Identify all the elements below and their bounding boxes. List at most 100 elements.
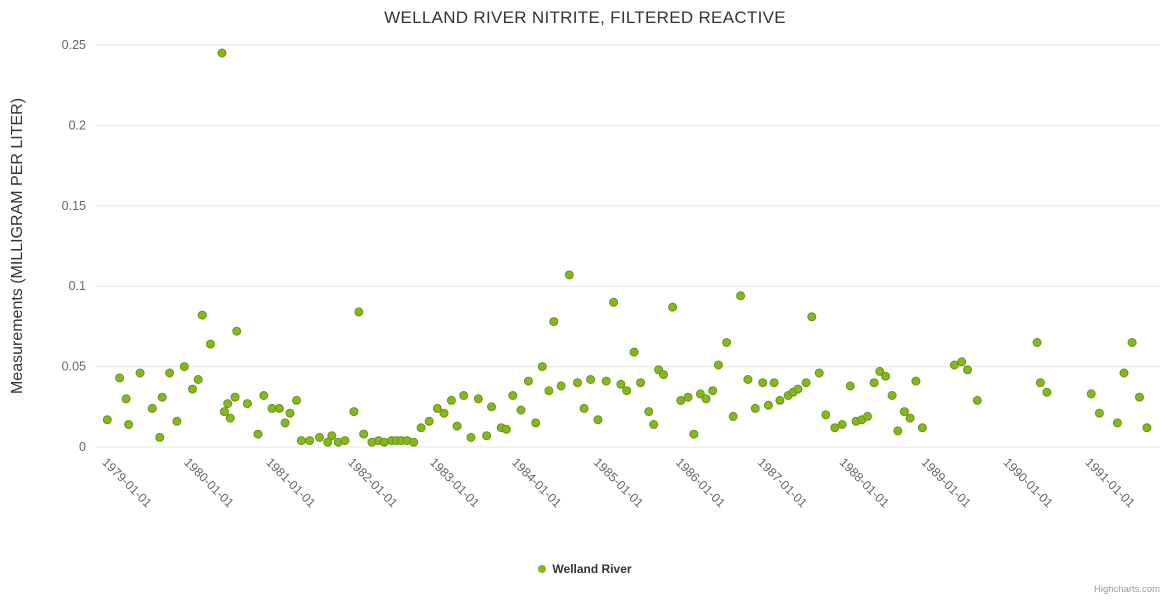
data-point[interactable] xyxy=(963,365,972,375)
data-point[interactable] xyxy=(1135,392,1144,402)
data-point[interactable] xyxy=(416,423,426,433)
data-point[interactable] xyxy=(327,431,337,441)
data-point[interactable] xyxy=(537,362,547,372)
data-point[interactable] xyxy=(579,403,589,413)
data-point[interactable] xyxy=(957,357,967,367)
data-point[interactable] xyxy=(340,436,350,446)
data-point[interactable] xyxy=(881,371,891,381)
data-point[interactable] xyxy=(556,381,566,391)
data-point[interactable] xyxy=(147,403,157,413)
data-point[interactable] xyxy=(354,307,364,317)
data-point[interactable] xyxy=(424,416,434,426)
data-point[interactable] xyxy=(629,347,639,357)
data-point[interactable] xyxy=(807,312,817,322)
data-point[interactable] xyxy=(644,407,654,417)
data-point[interactable] xyxy=(232,326,242,336)
data-point[interactable] xyxy=(1035,378,1045,388)
data-point[interactable] xyxy=(1112,418,1122,428)
data-point[interactable] xyxy=(223,399,233,409)
data-point[interactable] xyxy=(793,384,803,394)
data-point[interactable] xyxy=(482,431,492,441)
data-point[interactable] xyxy=(409,437,419,447)
data-point[interactable] xyxy=(439,408,449,418)
data-point[interactable] xyxy=(649,420,659,429)
data-point[interactable] xyxy=(593,415,603,425)
data-point[interactable] xyxy=(683,392,693,402)
data-point[interactable] xyxy=(285,408,295,418)
data-point[interactable] xyxy=(523,376,533,386)
data-point[interactable] xyxy=(1032,338,1042,347)
data-point[interactable] xyxy=(750,403,760,413)
data-point[interactable] xyxy=(315,432,324,442)
data-point[interactable] xyxy=(1119,368,1129,378)
data-point[interactable] xyxy=(188,384,197,394)
data-point[interactable] xyxy=(769,378,779,388)
data-point[interactable] xyxy=(676,395,686,405)
data-point[interactable] xyxy=(801,378,811,388)
data-point[interactable] xyxy=(135,368,145,378)
data-point[interactable] xyxy=(814,368,824,378)
data-point[interactable] xyxy=(659,370,668,380)
data-point[interactable] xyxy=(728,411,738,421)
data-point[interactable] xyxy=(197,310,207,320)
data-point[interactable] xyxy=(636,378,646,388)
data-point[interactable] xyxy=(155,432,165,442)
data-point[interactable] xyxy=(601,376,611,386)
data-point[interactable] xyxy=(708,386,718,396)
data-point[interactable] xyxy=(949,360,959,370)
data-point[interactable] xyxy=(544,386,554,396)
data-point[interactable] xyxy=(736,291,746,301)
data-point[interactable] xyxy=(115,373,125,383)
data-point[interactable] xyxy=(837,420,847,429)
data-point[interactable] xyxy=(830,423,840,433)
data-point[interactable] xyxy=(292,395,301,405)
data-point[interactable] xyxy=(564,270,574,280)
data-point[interactable] xyxy=(102,415,112,425)
data-point[interactable] xyxy=(743,375,753,384)
data-point[interactable] xyxy=(452,421,462,431)
data-point[interactable] xyxy=(219,407,229,417)
data-point[interactable] xyxy=(473,394,483,404)
data-point[interactable] xyxy=(259,391,269,400)
data-point[interactable] xyxy=(899,407,909,417)
data-point[interactable] xyxy=(508,391,518,400)
data-point[interactable] xyxy=(280,418,290,428)
data-point[interactable] xyxy=(296,436,306,446)
data-point[interactable] xyxy=(1142,423,1152,433)
data-point[interactable] xyxy=(758,378,768,388)
data-point[interactable] xyxy=(359,429,369,439)
data-point[interactable] xyxy=(701,394,711,404)
data-point[interactable] xyxy=(695,389,705,399)
data-point[interactable] xyxy=(1086,389,1096,399)
data-point[interactable] xyxy=(869,378,879,388)
data-point[interactable] xyxy=(622,386,632,396)
data-point[interactable] xyxy=(845,381,855,391)
data-point[interactable] xyxy=(217,48,227,58)
data-point[interactable] xyxy=(487,402,496,412)
highcharts-credits-link[interactable]: Highcharts.com xyxy=(1094,584,1160,595)
data-point[interactable] xyxy=(274,403,284,413)
data-point[interactable] xyxy=(821,410,831,420)
data-point[interactable] xyxy=(165,368,175,378)
data-point[interactable] xyxy=(157,392,167,402)
data-point[interactable] xyxy=(911,376,921,386)
data-point[interactable] xyxy=(124,420,134,429)
data-point[interactable] xyxy=(1094,408,1104,418)
data-point[interactable] xyxy=(206,339,215,349)
data-point[interactable] xyxy=(516,405,526,415)
data-point[interactable] xyxy=(323,437,333,447)
data-point[interactable] xyxy=(1127,338,1137,347)
data-point[interactable] xyxy=(193,375,203,384)
data-point[interactable] xyxy=(230,392,240,402)
data-point[interactable] xyxy=(242,399,252,409)
data-point[interactable] xyxy=(225,413,235,423)
data-point[interactable] xyxy=(917,423,927,433)
data-point[interactable] xyxy=(586,375,596,384)
data-point[interactable] xyxy=(446,395,456,405)
data-point[interactable] xyxy=(179,362,189,372)
data-point[interactable] xyxy=(863,411,872,421)
data-point[interactable] xyxy=(905,413,915,423)
data-point[interactable] xyxy=(722,338,732,347)
data-point[interactable] xyxy=(466,432,476,442)
data-point[interactable] xyxy=(305,436,315,446)
